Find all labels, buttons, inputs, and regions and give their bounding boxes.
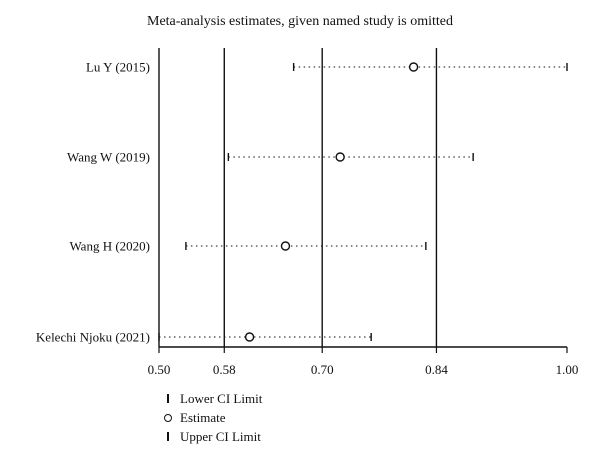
x-tick-label-2: 0.70 [311,362,334,377]
study-label-0: Lu Y (2015) [86,60,150,75]
x-tick-label-1: 0.58 [213,362,236,377]
estimate-point-2 [280,241,291,251]
legend-label-upper: Upper CI Limit [180,428,261,444]
legend: Lower CI Limit Estimate Upper CI Limit [160,389,262,446]
study-label-2: Wang H (2020) [69,239,150,254]
legend-label-lower: Lower CI Limit [180,390,263,406]
upper-limit-icon [160,432,176,441]
x-tick-label-4: 1.00 [556,362,579,377]
legend-item-upper: Upper CI Limit [160,427,262,446]
estimate-point-1 [335,152,345,162]
estimate-point-0 [408,62,419,72]
estimate-point-3 [244,332,255,342]
legend-item-estimate: Estimate [160,408,262,427]
x-tick-label-0: 0.50 [148,362,171,377]
forest-plot: 0.50 0.58 0.70 0.84 1.00 Lu Y (2015) Wang W (2… [36,48,579,377]
study-label-1: Wang W (2019) [67,150,150,165]
lower-limit-icon [160,394,176,403]
estimate-icon [160,413,176,422]
study-label-3: Kelechi Njoku (2021) [36,330,150,345]
legend-item-lower: Lower CI Limit [160,389,262,408]
chart-title: Meta-analysis estimates, given named stu… [147,14,453,29]
legend-label-estimate: Estimate [180,409,226,425]
x-tick-label-3: 0.84 [425,362,448,377]
